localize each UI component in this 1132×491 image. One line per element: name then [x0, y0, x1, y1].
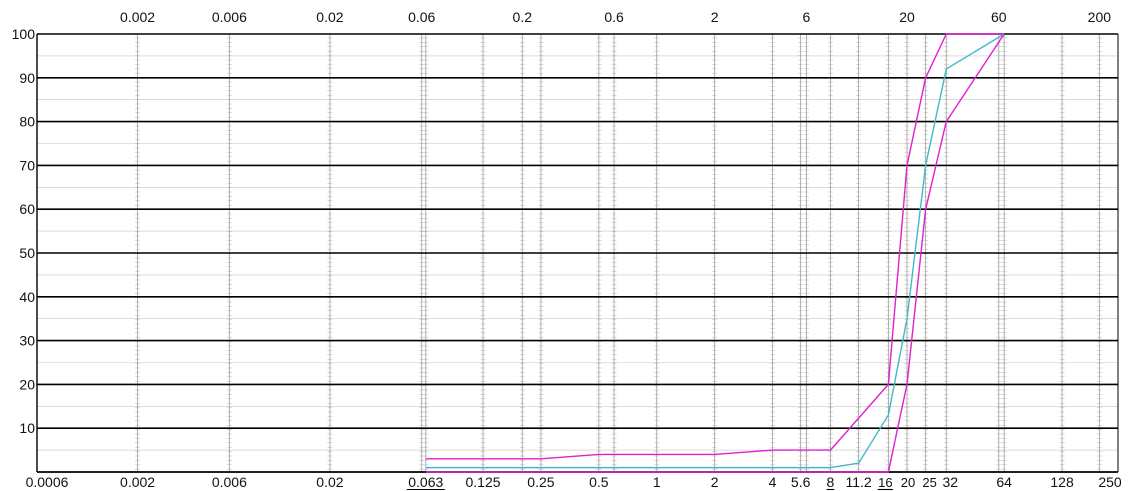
y-tick-label: 20 [19, 376, 35, 392]
bottom-tick-label: 11.2 [845, 474, 871, 490]
bottom-tick-label: 32 [942, 474, 958, 490]
bottom-tick-label: 20 [901, 475, 915, 490]
y-tick-label: 90 [19, 70, 35, 86]
grading-curve-1 [425, 33, 1005, 460]
top-tick-label: 0.06 [408, 9, 435, 25]
bottom-tick-label: 16 [878, 475, 892, 490]
bottom-tick-label: 25 [922, 475, 936, 490]
y-tick-label: 100 [12, 26, 36, 42]
bottom-tick-label: 64 [996, 474, 1012, 490]
bottom-tick-label: 5.6 [791, 474, 811, 490]
top-tick-label: 0.006 [212, 9, 247, 25]
bottom-tick-label: 1 [653, 474, 661, 490]
top-tick-label: 0.02 [316, 9, 343, 25]
bottom-tick-label: 0.125 [466, 474, 501, 490]
bottom-tick-label: 128 [1050, 474, 1074, 490]
bottom-tick-label: 2 [711, 474, 719, 490]
tick-labels: 100 90 80 70 60 50 40 30 20 10 0.002 0.006 0.02 0.06 0… [12, 9, 1122, 491]
y-tick-label: 60 [19, 201, 35, 217]
top-tick-label: 0.2 [513, 9, 533, 25]
bottom-tick-label: 0.063 [408, 474, 443, 490]
bottom-tick-label: 4 [769, 474, 777, 490]
top-tick-label: 200 [1088, 9, 1112, 25]
top-tick-label: 60 [991, 9, 1007, 25]
y-tick-label: 70 [19, 157, 35, 173]
series-layer [425, 33, 1005, 473]
grading-curve-3 [425, 33, 1005, 473]
y-tick-label: 50 [19, 245, 35, 261]
major-grid [36, 33, 1119, 473]
bottom-tick-label: 0.0006 [26, 474, 69, 490]
top-tick-label: 2 [711, 9, 719, 25]
y-tick-label: 30 [19, 333, 35, 349]
bottom-tick-label: 0.002 [120, 474, 155, 490]
top-tick-label: 0.002 [120, 9, 155, 25]
bottom-tick-label: 250 [1098, 474, 1122, 490]
bottom-tick-label: 0.006 [212, 474, 247, 490]
bottom-tick-label: 0.5 [589, 474, 609, 490]
y-tick-label: 10 [19, 420, 35, 436]
y-tick-label: 80 [19, 114, 35, 130]
y-tick-label: 40 [19, 289, 35, 305]
bottom-tick-label: 0.02 [316, 474, 343, 490]
bottom-tick-label: 0.25 [527, 474, 554, 490]
top-tick-label: 6 [803, 9, 811, 25]
top-tick-label: 20 [899, 9, 915, 25]
top-tick-label: 0.6 [604, 9, 624, 25]
grading-curve-2 [425, 33, 1005, 469]
bottom-tick-label: 8 [827, 474, 835, 490]
